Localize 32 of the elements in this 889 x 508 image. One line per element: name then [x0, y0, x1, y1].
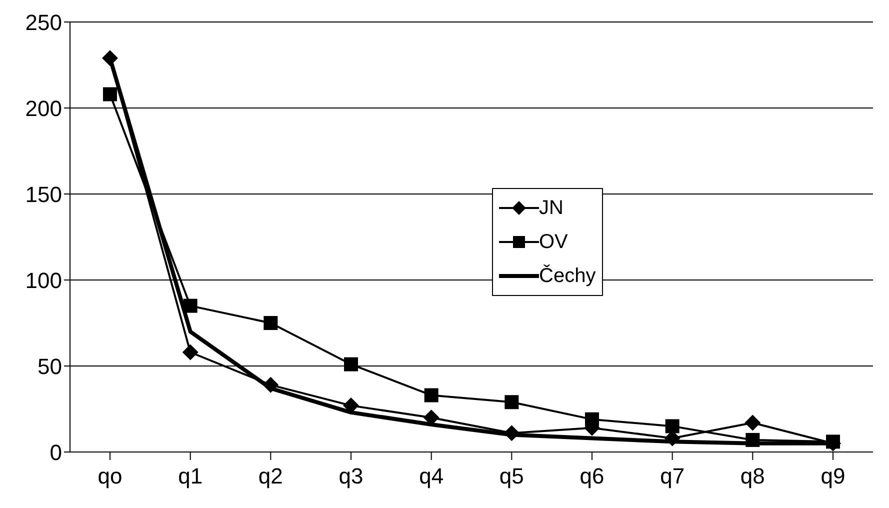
y-tick-label: 250: [25, 10, 62, 35]
x-tick-label: q3: [338, 464, 364, 489]
point: [183, 298, 198, 313]
point: [264, 316, 278, 330]
x-tick-label: q4: [419, 464, 444, 489]
x-tick-label: q7: [660, 464, 685, 489]
x-tick-label: q2: [258, 464, 283, 489]
x-tick-label: q5: [499, 464, 524, 489]
x-tick-label: q6: [580, 464, 604, 489]
legend-label: Čechy: [539, 264, 596, 288]
y-tick-label: 0: [50, 440, 62, 465]
x-tick-label: q9: [820, 464, 846, 489]
point: [504, 425, 520, 442]
point: [744, 414, 761, 431]
point: [262, 376, 279, 393]
y-tick-label: 50: [38, 354, 62, 379]
point: [182, 344, 198, 360]
point: [102, 50, 118, 66]
point: [344, 357, 358, 372]
point: [665, 419, 680, 434]
x-tick-label: q8: [740, 464, 765, 489]
point: [424, 388, 438, 402]
point: [504, 395, 519, 410]
x-tick-label: q1: [178, 464, 203, 489]
point: [746, 432, 760, 447]
point: [103, 87, 117, 102]
y-tick-label: 100: [25, 268, 62, 293]
y-tick-label: 200: [25, 96, 62, 121]
x-tick-label: qo: [98, 464, 122, 489]
legend-label: OV: [539, 230, 568, 254]
y-tick-label: 150: [25, 182, 62, 207]
legend-label: JN: [539, 196, 564, 220]
